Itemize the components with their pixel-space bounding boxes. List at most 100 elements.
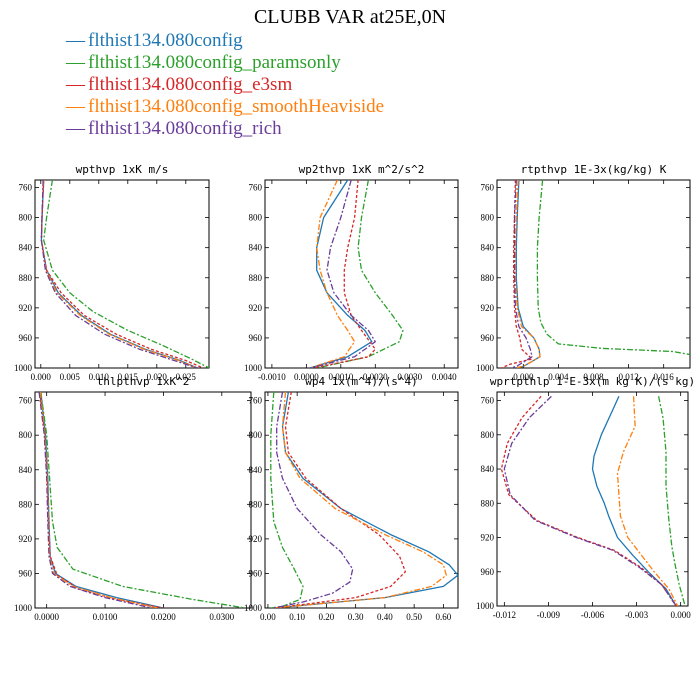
x-tick-label: 0.0030 [397,372,422,382]
legend-item: — flthist134.080config [66,30,384,52]
y-tick-label: 880 [19,273,33,283]
panel-title: thlpthvp 1xK^2 [97,375,190,388]
series-line [309,180,373,368]
series-line [503,395,677,606]
series-line [273,392,447,608]
y-tick-label: 840 [481,464,495,474]
x-tick-label: 0.020 [147,372,168,382]
y-tick-label: 880 [249,273,263,283]
x-tick-label: -0.012 [493,610,516,620]
y-tick-label: 920 [19,303,33,313]
y-tick-label: 760 [249,396,263,406]
x-tick-label: 0.60 [436,612,452,622]
x-tick-label: 0.010 [89,372,110,382]
y-tick-label: 760 [249,183,263,193]
legend-item: — flthist134.080config_rich [66,118,384,140]
y-tick-label: 920 [249,534,263,544]
series-line [536,180,690,356]
x-tick-label: 0.0200 [151,612,176,622]
legend: — flthist134.080config — flthist134.080con… [66,30,384,140]
series-line [40,392,164,608]
y-tick-label: 1000 [14,363,33,373]
series-line [273,392,407,608]
y-tick-label: 960 [249,333,263,343]
y-tick-label: 960 [481,333,495,343]
legend-item: — flthist134.080config_smoothHeaviside [66,96,384,118]
series-line [514,180,541,368]
y-tick-label: 760 [481,183,495,193]
legend-swatch-icon: — [66,74,85,95]
series-line [40,392,246,608]
series-line [514,180,541,368]
series-line [313,180,376,368]
series-line [40,180,198,368]
y-tick-label: 1000 [244,363,263,373]
x-tick-label: 0.50 [406,612,422,622]
legend-label: flthist134.080config_smoothHeaviside [88,96,385,117]
x-tick-label: 0.40 [377,612,393,622]
x-tick-label: 0.008 [583,372,604,382]
x-tick-label: 0.000 [671,610,692,620]
legend-label: flthist134.080config_e3sm [88,74,293,95]
y-tick-label: 800 [19,213,33,223]
series-line [309,180,376,368]
x-tick-label: 0.0040 [432,372,457,382]
panel-title: wpthvp 1xK m/s [76,163,169,176]
plot-frame [496,179,691,369]
y-tick-label: 800 [249,430,263,440]
y-tick-label: 840 [19,243,33,253]
panel-title: rtpthvp 1E-3x(kg/kg) K [521,163,667,176]
y-tick-label: 880 [481,498,495,508]
x-tick-label: 0.20 [319,612,335,622]
y-tick-label: 840 [19,465,33,475]
series-line [316,180,404,368]
x-tick-label: 0.012 [618,372,638,382]
chart-panel: thlpthvp 1xK^276080084088092096010000.00… [14,375,252,622]
x-tick-label: 0.0020 [363,372,388,382]
x-tick-label: 0.004 [548,372,569,382]
legend-label: flthist134.080config_rich [88,118,282,139]
x-tick-label: 0.016 [654,372,675,382]
x-tick-label: 0.10 [289,612,305,622]
y-tick-label: 960 [19,333,33,343]
series-line [616,396,679,606]
x-tick-label: 0.0010 [328,372,353,382]
legend-swatch-icon: — [66,96,85,117]
x-tick-label: 0.0100 [93,612,118,622]
y-tick-label: 800 [249,213,263,223]
series-line [500,395,677,606]
y-tick-label: 1000 [476,601,495,611]
y-tick-label: 800 [481,213,495,223]
legend-label: flthist134.080config_paramsonly [88,52,341,73]
panel-title: wp2thvp 1xK m^2/s^2 [299,163,425,176]
plot-frame [264,391,459,609]
x-tick-label: 0.025 [176,372,197,382]
series-line [43,180,209,368]
panel-title: wp4 1x(m^4)/(s^4) [305,375,418,388]
y-tick-label: 880 [249,499,263,509]
plot-frame [34,391,252,609]
legend-label: flthist134.080config [88,30,243,51]
y-tick-label: 800 [481,430,495,440]
legend-swatch-icon: — [66,52,85,73]
series-line [273,392,354,608]
y-tick-label: 840 [249,465,263,475]
y-tick-label: 760 [19,183,33,193]
x-tick-label: 0.015 [118,372,139,382]
y-tick-label: 760 [19,396,33,406]
y-tick-label: 920 [249,303,263,313]
legend-swatch-icon: — [66,30,85,51]
x-tick-label: -0.003 [625,610,649,620]
y-tick-label: 880 [19,499,33,509]
series-line [39,392,164,608]
legend-item: — flthist134.080config_paramsonly [66,52,384,74]
chart-panel: wp2thvp 1xK m^2/s^2 760 800 840 880 920 960 100… [244,163,459,382]
y-tick-label: 960 [249,568,263,578]
series-line [40,180,198,368]
y-tick-label: 960 [19,568,33,578]
series-line [591,396,677,606]
y-tick-label: 800 [19,430,33,440]
x-tick-label: 0.00 [260,612,276,622]
series-line [273,392,458,608]
